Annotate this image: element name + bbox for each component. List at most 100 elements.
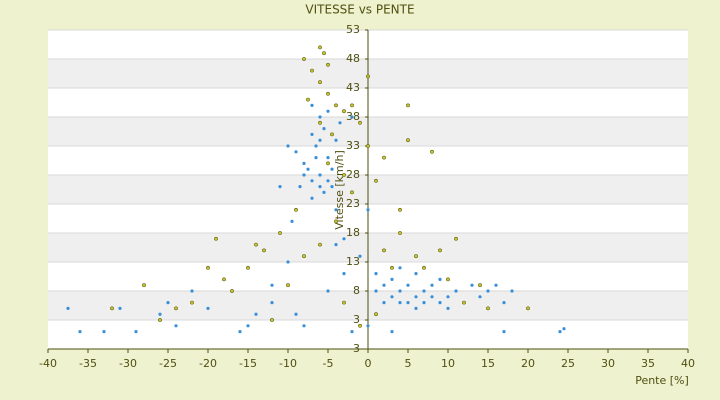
data-point [326,179,330,183]
data-point [174,324,178,328]
data-point [230,289,234,293]
y-tick-label: 43 [346,81,360,94]
data-point [306,167,310,171]
data-point [398,301,402,305]
data-point [406,301,410,305]
data-point [358,254,362,258]
data-point [382,301,386,305]
data-point [438,301,442,305]
data-point [366,324,370,328]
data-point [214,236,218,241]
data-point [302,324,306,328]
data-point [310,179,314,183]
data-point [134,330,138,334]
data-point [322,127,326,131]
x-tick-label: 30 [601,357,615,370]
data-point [422,265,426,270]
data-point [398,207,402,212]
data-point [486,306,490,311]
data-point [302,254,306,259]
data-point [342,300,346,305]
data-point [102,330,106,334]
data-point [326,91,330,96]
data-point [206,265,210,270]
x-tick-label: 5 [405,357,412,370]
data-point [326,289,330,293]
x-tick-label: -40 [39,357,57,370]
x-tick-label: 20 [521,357,535,370]
y-tick-label: 23 [346,197,360,210]
data-point [338,121,342,125]
data-point [166,301,170,305]
data-point [350,103,354,108]
data-point [350,115,354,119]
data-point [322,190,326,194]
data-point [310,132,314,136]
data-point [318,185,322,189]
data-point [430,283,434,287]
data-point [326,161,330,166]
data-point [406,283,410,287]
data-point [390,330,394,334]
data-point [278,185,282,189]
y-tick-label: 3 [353,313,360,326]
data-point [334,243,338,247]
data-point [358,120,362,125]
data-point [294,207,298,212]
data-point [326,62,330,67]
data-point [294,150,298,154]
data-point [330,132,334,137]
data-point [206,306,210,310]
data-point [270,283,274,287]
data-point [254,242,258,247]
x-tick-label: 35 [641,357,655,370]
data-point [298,185,302,189]
data-point [414,272,418,276]
data-point [430,295,434,299]
data-point [314,156,318,160]
data-point [390,295,394,299]
data-point [382,283,386,287]
data-point [350,190,354,195]
data-point [406,138,410,143]
data-point [470,283,474,287]
data-point [502,330,506,334]
data-point [342,237,346,241]
data-point [446,277,450,282]
x-tick-label: -10 [279,357,297,370]
data-point [334,208,338,212]
data-point [290,219,294,223]
data-point [454,289,458,293]
data-point [334,219,338,224]
data-point [478,295,482,299]
data-point [438,248,442,253]
y-tick-label: 8 [353,284,360,297]
data-point [110,306,114,311]
data-point [294,312,298,316]
data-point [326,156,330,160]
x-axis-label: Pente [%] [635,374,689,387]
data-point [318,45,322,50]
data-point [406,103,410,108]
data-point [358,323,362,328]
data-point [302,173,306,177]
data-point [318,115,322,119]
data-point [374,272,378,276]
x-tick-label: -25 [159,357,177,370]
data-point [158,312,162,316]
data-point [142,283,146,288]
data-point [422,301,426,305]
data-point [342,272,346,276]
data-point [318,242,322,247]
data-point [222,277,226,282]
data-point [366,74,370,79]
data-point [382,248,386,253]
x-tick-label: -30 [119,357,137,370]
data-point [310,68,314,73]
y-tick-label: 48 [346,52,360,65]
data-point [366,144,370,148]
data-point [486,289,490,293]
data-point [322,51,326,56]
data-point [174,306,178,311]
